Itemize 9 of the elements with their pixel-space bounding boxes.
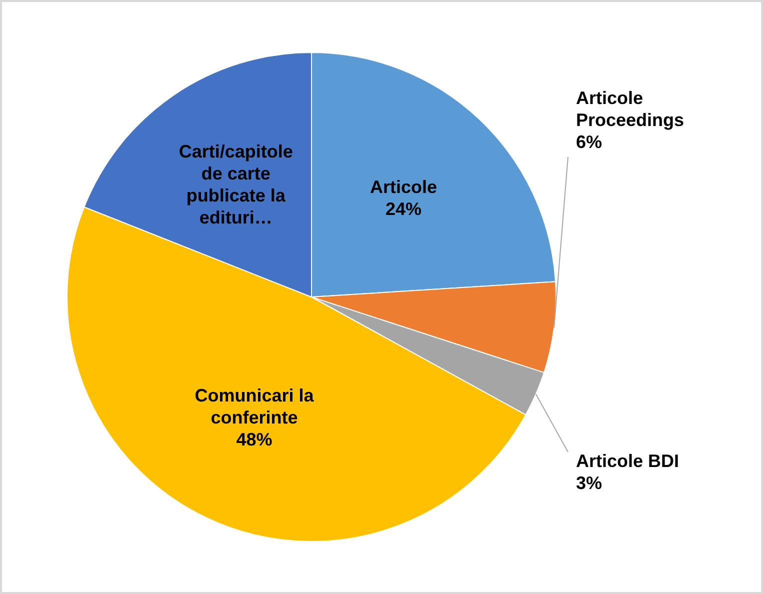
slice-label: Articole (370, 176, 438, 197)
slice-label: Articole BDI (576, 451, 680, 472)
slice-label: Articole Proceedings (576, 88, 684, 130)
data-label: 24% (386, 198, 422, 219)
data-label: 48% (236, 430, 272, 450)
data-label: 3% (576, 473, 602, 494)
slice-label: Comunicari la conferinte (194, 386, 315, 428)
slice-label: Carti/capitole de carte publicate la edituri… (178, 142, 293, 228)
data-label: 6% (576, 132, 602, 152)
